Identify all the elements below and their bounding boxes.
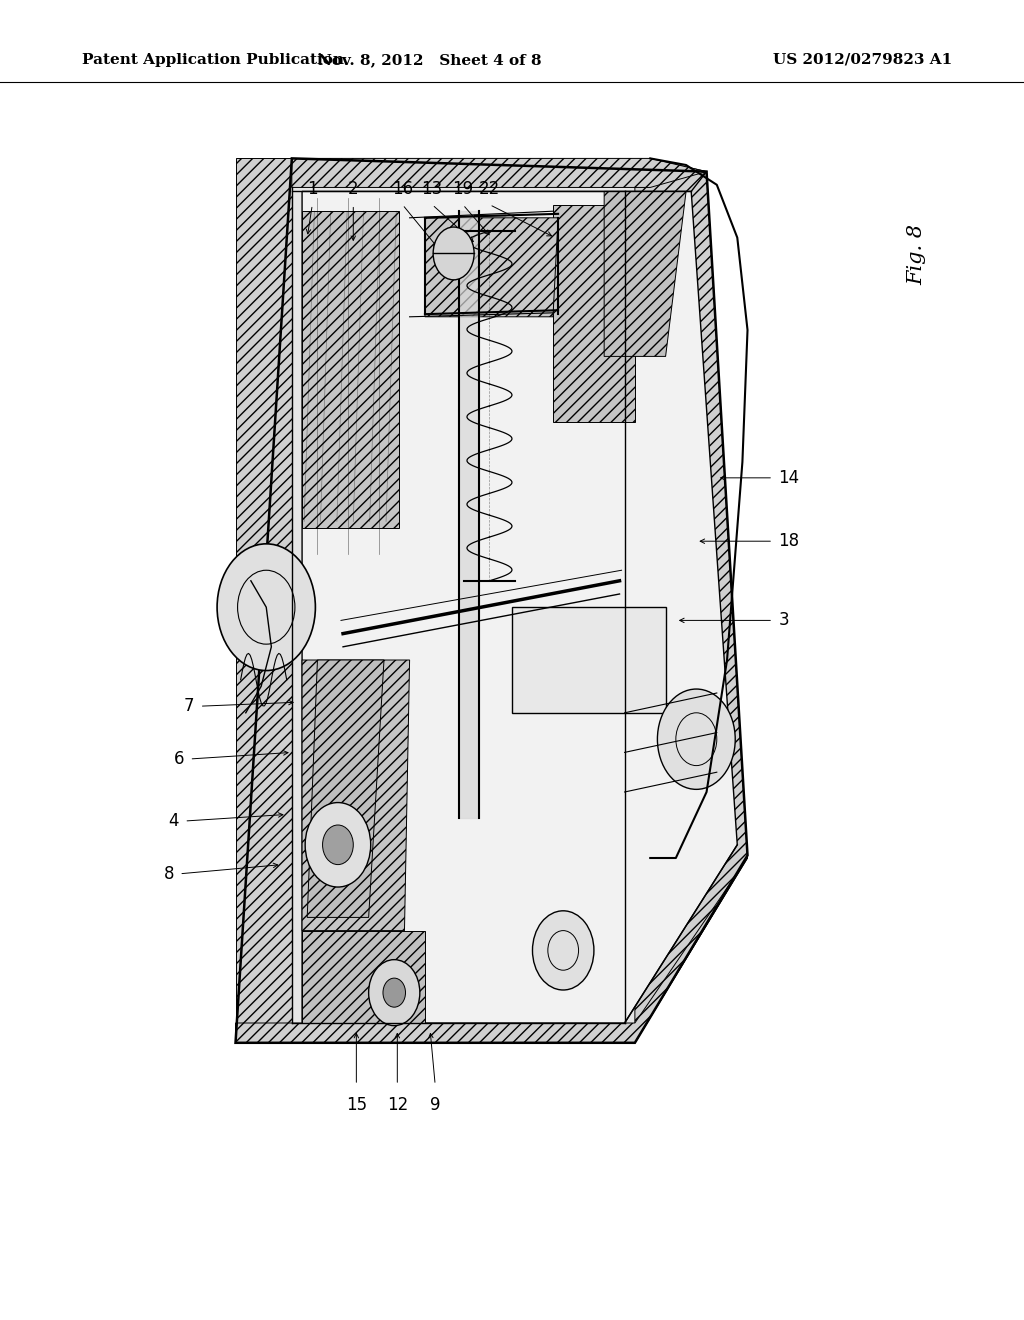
- Circle shape: [305, 803, 371, 887]
- Circle shape: [323, 825, 353, 865]
- Polygon shape: [236, 158, 748, 1043]
- Text: 16: 16: [392, 180, 413, 198]
- Text: 19: 19: [453, 180, 473, 198]
- Polygon shape: [553, 205, 635, 422]
- Circle shape: [383, 978, 406, 1007]
- Polygon shape: [292, 158, 707, 187]
- Text: 2: 2: [348, 180, 358, 198]
- Text: 12: 12: [387, 1096, 408, 1114]
- Text: 1: 1: [307, 180, 317, 198]
- Text: 7: 7: [184, 697, 195, 715]
- Text: Patent Application Publication: Patent Application Publication: [82, 53, 344, 67]
- Text: Fig. 8: Fig. 8: [907, 224, 926, 285]
- Circle shape: [433, 227, 474, 280]
- Circle shape: [217, 544, 315, 671]
- Polygon shape: [425, 218, 558, 317]
- Polygon shape: [236, 858, 748, 1043]
- Polygon shape: [604, 191, 686, 356]
- Polygon shape: [302, 211, 399, 528]
- Polygon shape: [302, 191, 737, 1023]
- Text: 8: 8: [164, 865, 174, 883]
- Text: US 2012/0279823 A1: US 2012/0279823 A1: [773, 53, 952, 67]
- Circle shape: [532, 911, 594, 990]
- Text: Nov. 8, 2012   Sheet 4 of 8: Nov. 8, 2012 Sheet 4 of 8: [318, 53, 542, 67]
- Polygon shape: [236, 158, 292, 1043]
- Text: 14: 14: [778, 469, 800, 487]
- Text: 9: 9: [430, 1096, 440, 1114]
- Polygon shape: [302, 931, 425, 1023]
- Polygon shape: [302, 660, 410, 931]
- Circle shape: [657, 689, 735, 789]
- Circle shape: [369, 960, 420, 1026]
- Text: 4: 4: [169, 812, 179, 830]
- Text: 6: 6: [174, 750, 184, 768]
- Polygon shape: [307, 660, 384, 917]
- Text: 18: 18: [778, 532, 800, 550]
- Text: 3: 3: [778, 611, 788, 630]
- Text: 13: 13: [422, 180, 442, 198]
- Polygon shape: [635, 158, 748, 1043]
- Text: 15: 15: [346, 1096, 367, 1114]
- Text: 22: 22: [479, 180, 500, 198]
- Bar: [512, 607, 666, 713]
